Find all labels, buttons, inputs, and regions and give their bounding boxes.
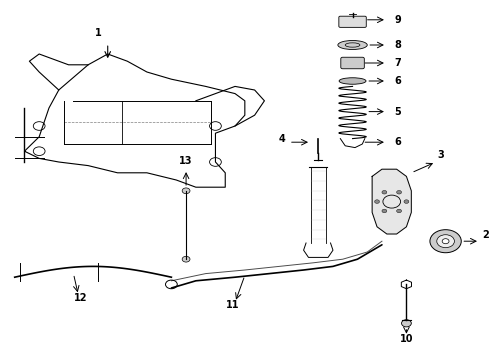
- Circle shape: [382, 209, 387, 213]
- Circle shape: [430, 230, 461, 253]
- Ellipse shape: [339, 78, 366, 84]
- Circle shape: [182, 256, 190, 262]
- Circle shape: [396, 190, 401, 194]
- Circle shape: [442, 239, 449, 244]
- Text: 1: 1: [95, 28, 101, 38]
- FancyBboxPatch shape: [339, 16, 366, 27]
- Circle shape: [404, 200, 409, 203]
- Text: 9: 9: [394, 15, 401, 25]
- Text: 11: 11: [226, 300, 239, 310]
- Circle shape: [374, 200, 379, 203]
- Text: 5: 5: [394, 107, 401, 117]
- Text: 8: 8: [394, 40, 401, 50]
- Circle shape: [396, 209, 401, 213]
- Circle shape: [182, 188, 190, 194]
- FancyBboxPatch shape: [341, 57, 364, 69]
- Text: 2: 2: [482, 230, 489, 240]
- Text: 3: 3: [437, 150, 444, 161]
- Ellipse shape: [338, 41, 367, 50]
- Text: 7: 7: [394, 58, 401, 68]
- Text: 4: 4: [278, 134, 285, 144]
- Text: 12: 12: [74, 293, 88, 303]
- Circle shape: [437, 235, 454, 248]
- Polygon shape: [372, 169, 411, 234]
- Text: 13: 13: [179, 156, 193, 166]
- Circle shape: [382, 190, 387, 194]
- Text: 10: 10: [400, 334, 413, 344]
- Circle shape: [401, 320, 411, 327]
- Text: 6: 6: [394, 137, 401, 147]
- Text: 6: 6: [394, 76, 401, 86]
